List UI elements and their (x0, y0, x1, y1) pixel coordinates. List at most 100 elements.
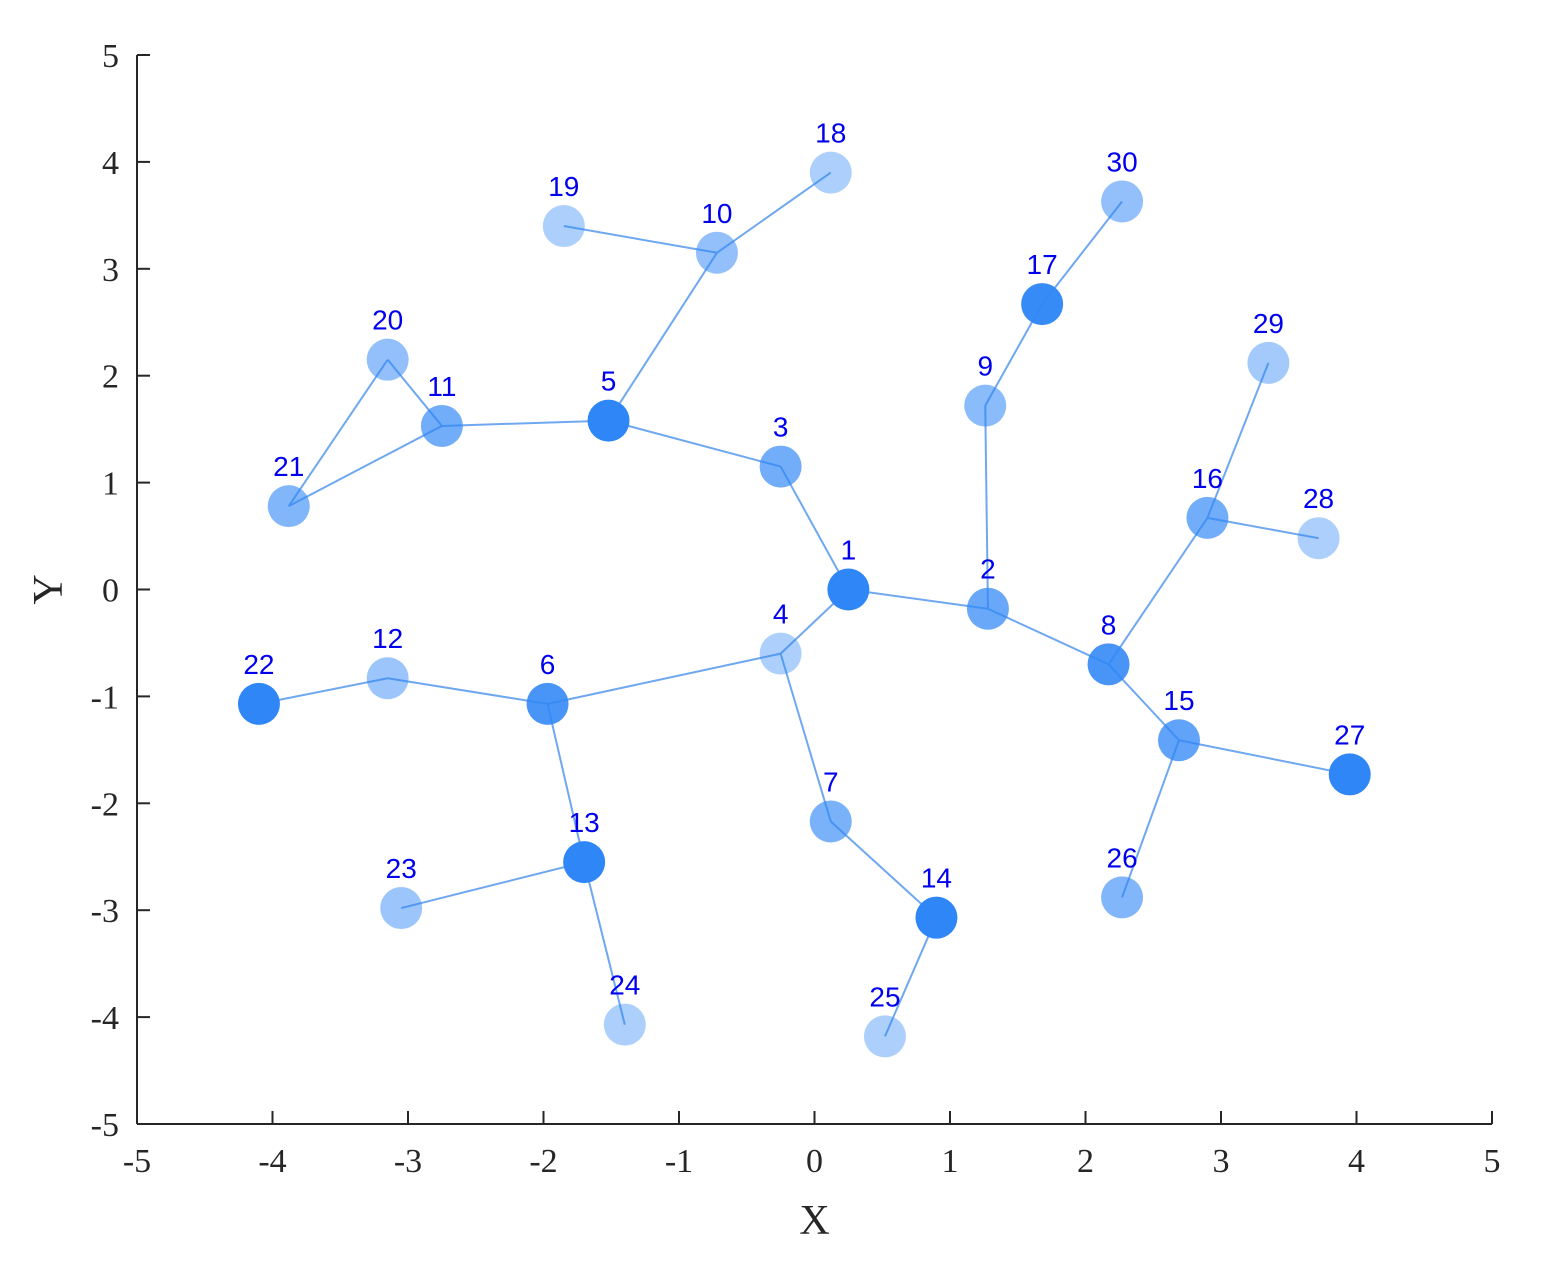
node-label-1: 1 (841, 535, 857, 566)
node-17 (1021, 283, 1064, 326)
edge-16-29 (1206, 362, 1270, 519)
edge-6-13 (546, 703, 586, 863)
x-tick-label: -3 (394, 1143, 422, 1180)
y-tick-label: -5 (91, 1107, 119, 1144)
node-label-5: 5 (601, 366, 617, 397)
y-tick-label: -2 (91, 786, 119, 823)
node-label-7: 7 (823, 766, 839, 797)
y-tick-label: -4 (91, 1000, 119, 1037)
node-label-6: 6 (540, 649, 556, 680)
edge-11-21 (288, 425, 443, 508)
edge-13-24 (583, 861, 626, 1025)
x-tick-label: 1 (942, 1143, 959, 1180)
edge-13-23 (400, 861, 585, 910)
x-tick-label: -5 (123, 1143, 151, 1180)
y-tick-label: -1 (91, 679, 119, 716)
node-label-3: 3 (773, 412, 789, 443)
node-20 (366, 338, 409, 381)
edge-2-9 (984, 405, 989, 609)
node-label-18: 18 (815, 118, 846, 149)
node-6 (526, 682, 569, 725)
node-29 (1247, 341, 1290, 384)
node-14 (915, 896, 958, 939)
node-label-17: 17 (1027, 249, 1058, 280)
node-15 (1157, 719, 1200, 762)
edge-5-11 (441, 419, 609, 427)
node-19 (542, 205, 585, 248)
node-label-15: 15 (1163, 685, 1194, 716)
edge-14-25 (884, 917, 938, 1037)
edge-7-14 (830, 820, 938, 919)
edge-1-3 (779, 466, 850, 590)
node-label-21: 21 (273, 451, 304, 482)
edge-15-26 (1121, 739, 1180, 898)
nodes-layer (237, 151, 1371, 1058)
y-axis-ticks: -5 -4 -3 -2 -1 0 1 2 3 4 5 (91, 38, 150, 1144)
edge-2-8 (987, 607, 1109, 666)
x-tick-label: 3 (1213, 1143, 1230, 1180)
edge-4-7 (779, 653, 832, 822)
node-label-13: 13 (569, 807, 600, 838)
y-tick-label: 1 (102, 466, 119, 503)
node-7 (809, 800, 852, 843)
node-28 (1297, 517, 1340, 560)
edge-20-21 (287, 359, 389, 507)
y-tick-label: -3 (91, 893, 119, 930)
node-21 (267, 485, 310, 528)
node-label-23: 23 (386, 853, 417, 884)
node-label-28: 28 (1303, 483, 1334, 514)
node-label-8: 8 (1101, 609, 1117, 640)
edge-4-6 (547, 652, 781, 705)
edges-layer (258, 171, 1350, 1037)
y-tick-label: 2 (102, 359, 119, 396)
node-label-14: 14 (921, 863, 952, 894)
edge-10-19 (563, 225, 718, 254)
edge-6-12 (387, 677, 548, 705)
node-label-9: 9 (977, 351, 993, 382)
node-label-16: 16 (1192, 463, 1223, 494)
y-tick-label: 3 (102, 252, 119, 289)
x-tick-label: -2 (529, 1143, 557, 1180)
node-label-2: 2 (980, 554, 996, 585)
node-16 (1186, 496, 1229, 539)
node-label-27: 27 (1334, 719, 1365, 750)
node-1 (827, 568, 870, 611)
node-2 (966, 587, 1009, 630)
edge-1-2 (848, 588, 989, 610)
y-tick-label: 0 (102, 573, 119, 610)
node-22 (237, 682, 280, 725)
node-label-11: 11 (427, 371, 456, 402)
node-26 (1101, 876, 1144, 919)
y-tick-label: 5 (102, 38, 119, 75)
node-4 (759, 632, 802, 675)
node-9 (964, 384, 1007, 427)
node-3 (759, 445, 802, 488)
edge-12-22 (258, 677, 388, 705)
node-30 (1101, 180, 1144, 223)
node-label-12: 12 (372, 623, 403, 654)
node-27 (1328, 753, 1371, 796)
node-24 (603, 1003, 646, 1046)
node-25 (863, 1015, 906, 1058)
x-axis-ticks: -5 -4 -3 -2 -1 0 1 2 3 4 5 (123, 1111, 1501, 1180)
node-label-29: 29 (1253, 308, 1284, 339)
x-tick-label: 4 (1348, 1143, 1365, 1180)
node-label-24: 24 (609, 970, 640, 1001)
node-label-19: 19 (548, 171, 579, 202)
node-label-30: 30 (1107, 146, 1138, 177)
node-label-4: 4 (773, 599, 789, 630)
x-tick-label: -4 (258, 1143, 286, 1180)
y-tick-label: 4 (102, 145, 119, 182)
node-13 (563, 841, 606, 884)
edge-8-16 (1107, 517, 1209, 665)
edge-10-18 (716, 171, 832, 254)
x-tick-label: 2 (1077, 1143, 1094, 1180)
node-10 (695, 231, 738, 274)
node-11 (420, 404, 463, 447)
x-tick-label: -1 (665, 1143, 693, 1180)
node-23 (380, 887, 423, 930)
